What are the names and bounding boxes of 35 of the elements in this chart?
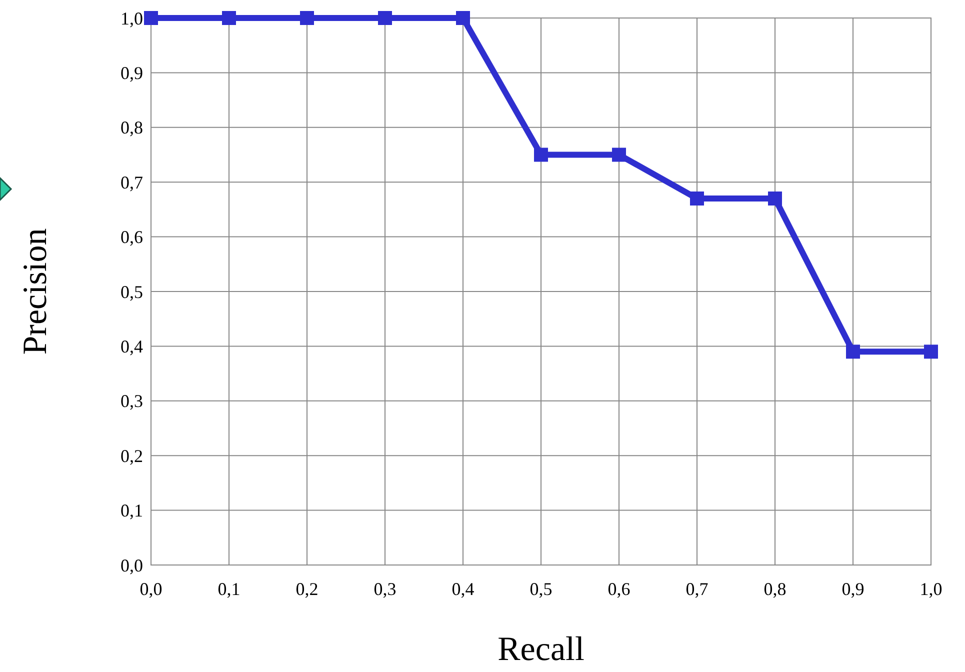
y-tick-label: 0,0 xyxy=(120,555,143,576)
x-tick-label: 1,0 xyxy=(920,579,942,599)
point xyxy=(690,192,704,206)
y-tick-label: 0,5 xyxy=(120,282,143,302)
y-tick-label: 0,7 xyxy=(120,172,143,192)
point xyxy=(768,192,782,206)
x-tick-label: 0,4 xyxy=(452,579,474,599)
y-tick-label: 0,9 xyxy=(120,63,143,83)
y-tick-label: 0,6 xyxy=(120,227,143,248)
x-axis-title: Recall xyxy=(498,631,584,668)
y-tick-label: 0,1 xyxy=(120,500,143,521)
x-tick-label: 0,1 xyxy=(218,579,240,599)
y-tick-label: 0,2 xyxy=(120,446,143,466)
point xyxy=(612,148,626,162)
point xyxy=(456,11,470,25)
x-tick-label: 0,2 xyxy=(296,579,318,599)
point xyxy=(222,11,236,25)
x-tick-label: 0,8 xyxy=(764,579,786,599)
x-tick-label: 0,9 xyxy=(842,579,864,599)
point xyxy=(378,11,392,25)
x-tick-label: 0,0 xyxy=(140,579,162,599)
y-tick-label: 0,3 xyxy=(120,391,143,412)
x-tick-label: 0,5 xyxy=(530,579,552,599)
point xyxy=(924,344,938,359)
point xyxy=(300,11,314,25)
y-tick-label: 0,8 xyxy=(120,118,143,138)
y-tick-label: 1,0 xyxy=(120,8,143,28)
x-tick-label: 0,3 xyxy=(374,579,396,599)
x-tick-label: 0,6 xyxy=(608,579,630,599)
y-tick-label: 0,4 xyxy=(120,336,143,356)
point xyxy=(144,11,158,25)
x-tick-label: 0,7 xyxy=(686,579,708,599)
point xyxy=(534,148,548,162)
y-axis-title: Precision xyxy=(17,228,54,355)
point xyxy=(846,344,860,359)
